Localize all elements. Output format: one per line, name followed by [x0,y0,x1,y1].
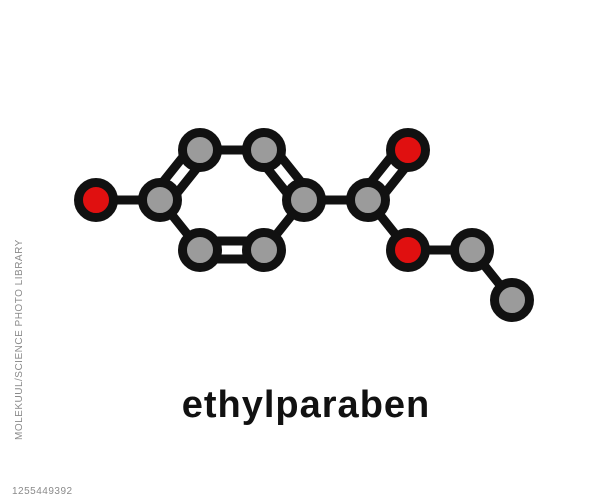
molecule-name-label: ethylparaben [182,384,431,427]
oxygen-atom [386,128,430,172]
carbon-atom [138,178,182,222]
carbon-atom [242,228,286,272]
carbon-atom [450,228,494,272]
oxygen-atom [74,178,118,222]
carbon-atom [178,128,222,172]
oxygen-atom [386,228,430,272]
carbon-atom [242,128,286,172]
watermark-id-bottom: 1255449392 [12,486,73,497]
molecule-illustration: ethylparaben MOLEKUUL/SCIENCE PHOTO LIBR… [0,0,612,504]
carbon-atom [178,228,222,272]
watermark-credit-left: MOLEKUUL/SCIENCE PHOTO LIBRARY [14,239,25,440]
carbon-atom [490,278,534,322]
bonds-layer [0,0,612,504]
carbon-atom [282,178,326,222]
carbon-atom [346,178,390,222]
